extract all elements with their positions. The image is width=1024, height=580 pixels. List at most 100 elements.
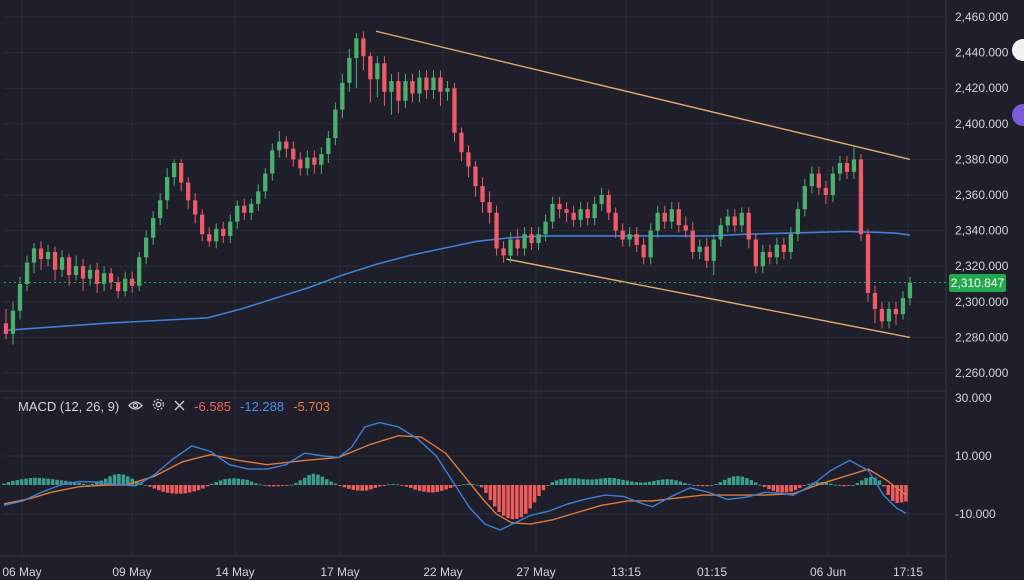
candle	[872, 285, 878, 324]
candle	[697, 239, 702, 260]
histogram-bar	[705, 485, 709, 487]
candle	[101, 266, 107, 292]
candle	[80, 259, 86, 292]
candle	[550, 196, 555, 229]
candle	[228, 214, 233, 244]
histogram-bar	[64, 480, 68, 485]
price-tick-label: 2,380.000	[955, 152, 1009, 166]
histogram-bar	[24, 478, 28, 485]
candle	[186, 177, 191, 210]
candle	[753, 234, 758, 274]
candle-body	[101, 273, 107, 284]
histogram-bar	[417, 485, 422, 491]
candle	[94, 262, 100, 293]
candle	[781, 237, 786, 260]
histogram-bar	[700, 485, 705, 487]
candle	[466, 145, 471, 178]
histogram-bar	[497, 485, 501, 512]
candle-body	[382, 63, 387, 92]
candle	[438, 70, 443, 106]
candle-body	[305, 157, 310, 169]
candle-body	[571, 212, 576, 220]
histogram-bar	[745, 478, 749, 485]
histogram-bar	[263, 485, 267, 486]
histogram-bar	[325, 479, 329, 485]
candle-body	[802, 186, 807, 210]
candle	[403, 73, 408, 108]
close-icon[interactable]	[174, 399, 185, 414]
candle-body	[830, 173, 835, 195]
histogram-bar	[501, 485, 506, 516]
candle-body	[375, 63, 380, 80]
candle-body	[172, 163, 177, 178]
candle-body	[312, 157, 317, 165]
histogram-bar	[218, 480, 223, 485]
histogram-bar	[223, 479, 227, 485]
candle-body	[487, 202, 492, 213]
candle-body	[711, 239, 716, 261]
macd-tick-label: -10.000	[955, 507, 996, 521]
price-axis: 2,460.000 2,440.000 2,420.000 2,400.000 2,38…	[955, 10, 1009, 380]
candle-body	[529, 234, 534, 244]
candle-body	[354, 38, 359, 58]
candle	[368, 52, 373, 103]
histogram-bar	[709, 485, 714, 486]
candle-body	[256, 191, 261, 204]
candle	[424, 70, 429, 99]
candle	[907, 276, 913, 306]
candle	[879, 301, 885, 329]
histogram-bar	[634, 482, 638, 485]
candle	[648, 223, 653, 265]
histogram-bar	[157, 485, 161, 491]
histogram-bar	[6, 482, 11, 485]
histogram-bar	[798, 485, 802, 488]
histogram-bar	[807, 483, 811, 485]
histogram-bar	[842, 485, 846, 487]
histogram-bar	[656, 480, 661, 485]
histogram-bar	[753, 482, 758, 485]
eye-icon[interactable]	[128, 399, 144, 414]
histogram-bar	[630, 481, 634, 485]
candle	[620, 223, 625, 247]
candle-body	[144, 237, 149, 258]
candle	[767, 244, 772, 265]
histogram-bar	[736, 476, 740, 485]
histogram-bar	[904, 485, 908, 502]
edge-button-white[interactable]	[1012, 39, 1024, 61]
edge-button-purple[interactable]	[1012, 104, 1024, 126]
histogram-bar	[294, 483, 298, 485]
histogram-bar	[400, 485, 404, 486]
candle	[725, 209, 730, 233]
candle-body	[459, 132, 464, 153]
histogram-bar	[59, 480, 64, 485]
candle-body	[179, 163, 184, 183]
candle	[375, 56, 380, 98]
histogram-bar	[378, 485, 382, 487]
candle-body	[87, 269, 93, 279]
candle-body	[389, 81, 394, 92]
histogram-bar	[170, 485, 174, 494]
gear-icon[interactable]	[152, 398, 165, 414]
candle-body	[886, 308, 892, 322]
candle	[123, 271, 128, 297]
candle-body	[438, 77, 443, 92]
candle	[501, 241, 506, 263]
candle	[158, 193, 163, 226]
candle	[38, 241, 44, 270]
histogram-bar	[165, 485, 170, 493]
candle	[354, 33, 359, 89]
histogram-bar	[386, 484, 391, 486]
histogram-bar	[718, 482, 722, 485]
histogram-bar	[784, 485, 789, 493]
candle	[73, 255, 79, 281]
candle	[256, 184, 261, 212]
candle-body	[431, 77, 436, 90]
histogram-bar	[815, 482, 820, 485]
candle	[830, 166, 835, 203]
candle	[459, 127, 464, 162]
histogram-bar	[829, 483, 833, 485]
candle	[347, 49, 352, 92]
candle-body	[38, 248, 44, 260]
